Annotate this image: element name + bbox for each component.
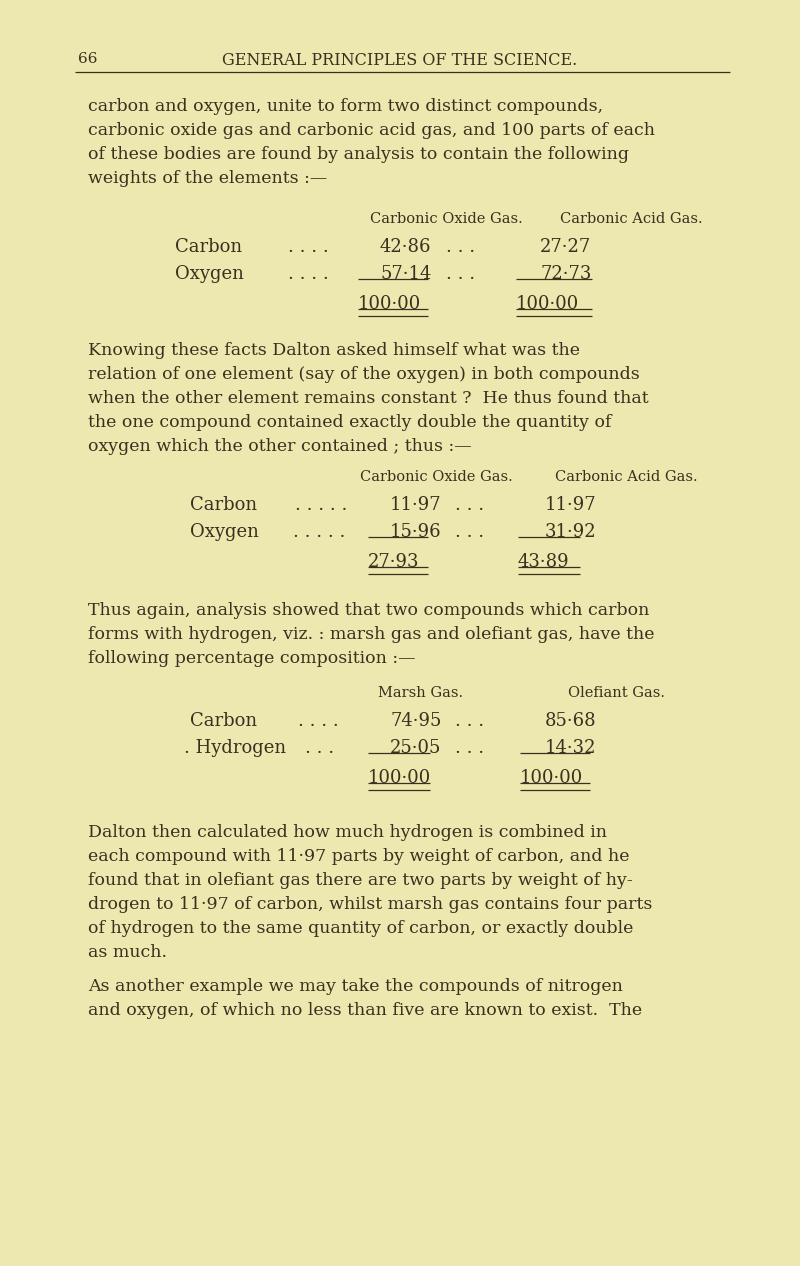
Text: Carbonic Oxide Gas.: Carbonic Oxide Gas. (370, 211, 522, 227)
Text: Carbonic Oxide Gas.: Carbonic Oxide Gas. (360, 470, 513, 484)
Text: 100·00: 100·00 (368, 768, 431, 787)
Text: 27·27: 27·27 (540, 238, 591, 256)
Text: 72·73: 72·73 (540, 265, 591, 284)
Text: . . .: . . . (446, 238, 475, 256)
Text: Marsh Gas.: Marsh Gas. (378, 686, 463, 700)
Text: . . . .: . . . . (288, 265, 329, 284)
Text: 11·97: 11·97 (390, 496, 442, 514)
Text: . . .: . . . (305, 739, 334, 757)
Text: As another example we may take the compounds of nitrogen: As another example we may take the compo… (88, 979, 623, 995)
Text: relation of one element (say of the oxygen) in both compounds: relation of one element (say of the oxyg… (88, 366, 640, 384)
Text: 100·00: 100·00 (358, 295, 422, 313)
Text: . . . .: . . . . (288, 238, 329, 256)
Text: carbonic oxide gas and carbonic acid gas, and 100 parts of each: carbonic oxide gas and carbonic acid gas… (88, 122, 655, 139)
Text: 27·93: 27·93 (368, 553, 419, 571)
Text: 31·92: 31·92 (545, 523, 597, 541)
Text: 66: 66 (78, 52, 98, 66)
Text: weights of the elements :—: weights of the elements :— (88, 170, 327, 187)
Text: oxygen which the other contained ; thus :—: oxygen which the other contained ; thus … (88, 438, 472, 454)
Text: 57·14: 57·14 (380, 265, 431, 284)
Text: of these bodies are found by analysis to contain the following: of these bodies are found by analysis to… (88, 146, 629, 163)
Text: Carbonic Acid Gas.: Carbonic Acid Gas. (560, 211, 702, 227)
Text: . . .: . . . (455, 496, 484, 514)
Text: . . . .: . . . . (298, 711, 338, 730)
Text: 14·32: 14·32 (545, 739, 597, 757)
Text: Carbon: Carbon (190, 711, 257, 730)
Text: Carbonic Acid Gas.: Carbonic Acid Gas. (555, 470, 698, 484)
Text: Knowing these facts Dalton asked himself what was the: Knowing these facts Dalton asked himself… (88, 342, 580, 360)
Text: 15·96: 15·96 (390, 523, 442, 541)
Text: . Hydrogen: . Hydrogen (184, 739, 286, 757)
Text: Carbon: Carbon (190, 496, 257, 514)
Text: . . .: . . . (455, 711, 484, 730)
Text: carbon and oxygen, unite to form two distinct compounds,: carbon and oxygen, unite to form two dis… (88, 97, 603, 115)
Text: each compound with 11·97 parts by weight of carbon, and he: each compound with 11·97 parts by weight… (88, 848, 630, 865)
Text: 42·86: 42·86 (380, 238, 431, 256)
Text: 100·00: 100·00 (520, 768, 583, 787)
Text: found that in olefiant gas there are two parts by weight of hy-: found that in olefiant gas there are two… (88, 872, 633, 889)
Text: following percentage composition :—: following percentage composition :— (88, 649, 415, 667)
Text: as much.: as much. (88, 944, 167, 961)
Text: 100·00: 100·00 (516, 295, 579, 313)
Text: drogen to 11·97 of carbon, whilst marsh gas contains four parts: drogen to 11·97 of carbon, whilst marsh … (88, 896, 652, 913)
Text: Thus again, analysis showed that two compounds which carbon: Thus again, analysis showed that two com… (88, 603, 650, 619)
Text: Dalton then calculated how much hydrogen is combined in: Dalton then calculated how much hydrogen… (88, 824, 607, 841)
Text: . . .: . . . (455, 523, 484, 541)
Text: Carbon: Carbon (175, 238, 242, 256)
Text: Oxygen: Oxygen (175, 265, 244, 284)
Text: the one compound contained exactly double the quantity of: the one compound contained exactly doubl… (88, 414, 611, 430)
Text: GENERAL PRINCIPLES OF THE SCIENCE.: GENERAL PRINCIPLES OF THE SCIENCE. (222, 52, 578, 70)
Text: Olefiant Gas.: Olefiant Gas. (568, 686, 665, 700)
Text: and oxygen, of which no less than five are known to exist.  The: and oxygen, of which no less than five a… (88, 1001, 642, 1019)
Text: 11·97: 11·97 (545, 496, 597, 514)
Text: Oxygen: Oxygen (190, 523, 259, 541)
Text: 85·68: 85·68 (545, 711, 597, 730)
Text: . . .: . . . (455, 739, 484, 757)
Text: . . .: . . . (446, 265, 475, 284)
Text: when the other element remains constant ?  He thus found that: when the other element remains constant … (88, 390, 649, 406)
Text: . . . . .: . . . . . (295, 496, 347, 514)
Text: forms with hydrogen, viz. : marsh gas and olefiant gas, have the: forms with hydrogen, viz. : marsh gas an… (88, 625, 654, 643)
Text: 25·05: 25·05 (390, 739, 442, 757)
Text: of hydrogen to the same quantity of carbon, or exactly double: of hydrogen to the same quantity of carb… (88, 920, 634, 937)
Text: . . . . .: . . . . . (293, 523, 346, 541)
Text: 43·89: 43·89 (518, 553, 570, 571)
Text: 74·95: 74·95 (390, 711, 442, 730)
